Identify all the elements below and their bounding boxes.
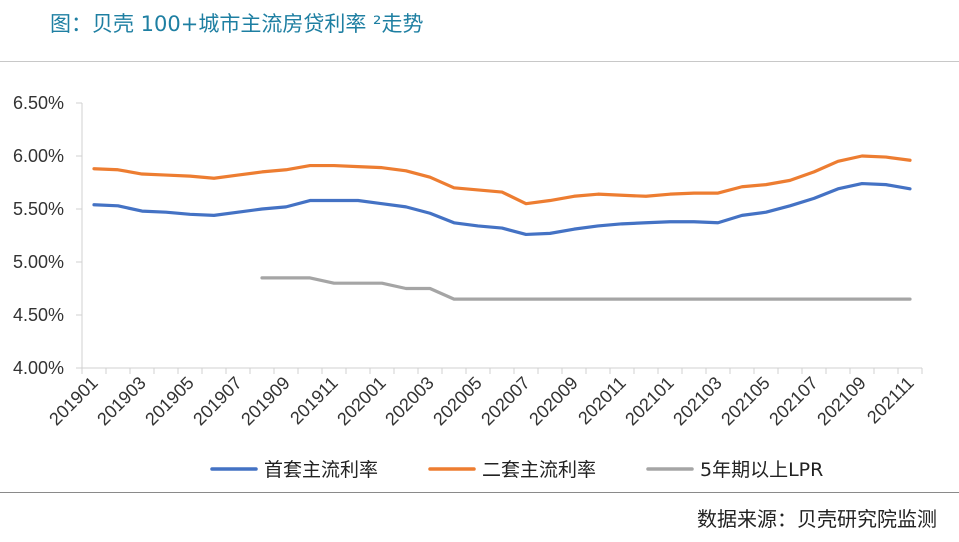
y-tick-label: 6.50% [13,93,64,113]
series-line-2 [260,276,912,301]
legend-label: 二套主流利率 [482,459,596,481]
x-tick-label: 202101 [621,373,678,430]
data-source-note: 数据来源：贝壳研究院监测 [697,507,937,531]
x-tick-label: 202009 [525,373,582,430]
x-tick-label: 202105 [717,373,774,430]
x-tick-label: 202005 [429,373,486,430]
x-tick-label: 202111 [863,373,918,428]
y-axis-ticks: 4.00% 4.50% 5.00% 5.50% 6.00% 6.50% [13,93,82,378]
x-tick-label: 202007 [477,373,534,430]
x-tick-label: 202003 [381,373,438,430]
chart-title: 图：贝壳 100+城市主流房贷利率 ²走势 [50,12,424,36]
y-tick-label: 5.00% [13,252,64,272]
y-tick-label: 4.00% [13,358,64,378]
x-tick-label: 202107 [765,373,822,430]
y-tick-label: 4.50% [13,305,64,325]
series-lines [92,154,912,301]
x-axis-ticks: 2019012019032019052019072019092019112020… [45,368,923,430]
legend-label: 首套主流利率 [264,459,378,481]
series-line-0 [92,181,912,237]
x-tick-label: 201907 [189,373,246,430]
line-chart: 4.00%4.50%5.00%5.50%6.00%6.50% 201901201… [13,93,923,481]
legend-label: 5年期以上LPR [700,459,823,481]
x-tick-label: 201905 [141,373,198,430]
x-tick-label: 201909 [237,373,294,430]
y-tick-label: 5.50% [13,199,64,219]
x-tick-label: 202011 [574,373,630,429]
bottom-divider [0,492,959,493]
legend: 首套主流利率 二套主流利率 5年期以上LPR [210,459,823,481]
x-tick-label: 202103 [669,373,726,430]
x-tick-label: 201911 [286,373,342,429]
top-divider [0,61,959,62]
y-tick-label: 6.00% [13,146,64,166]
series-line-1 [92,154,912,206]
x-tick-label: 202109 [813,373,870,430]
x-tick-label: 202001 [333,373,390,430]
x-tick-label: 201903 [93,373,150,430]
x-tick-label: 201901 [45,373,102,430]
